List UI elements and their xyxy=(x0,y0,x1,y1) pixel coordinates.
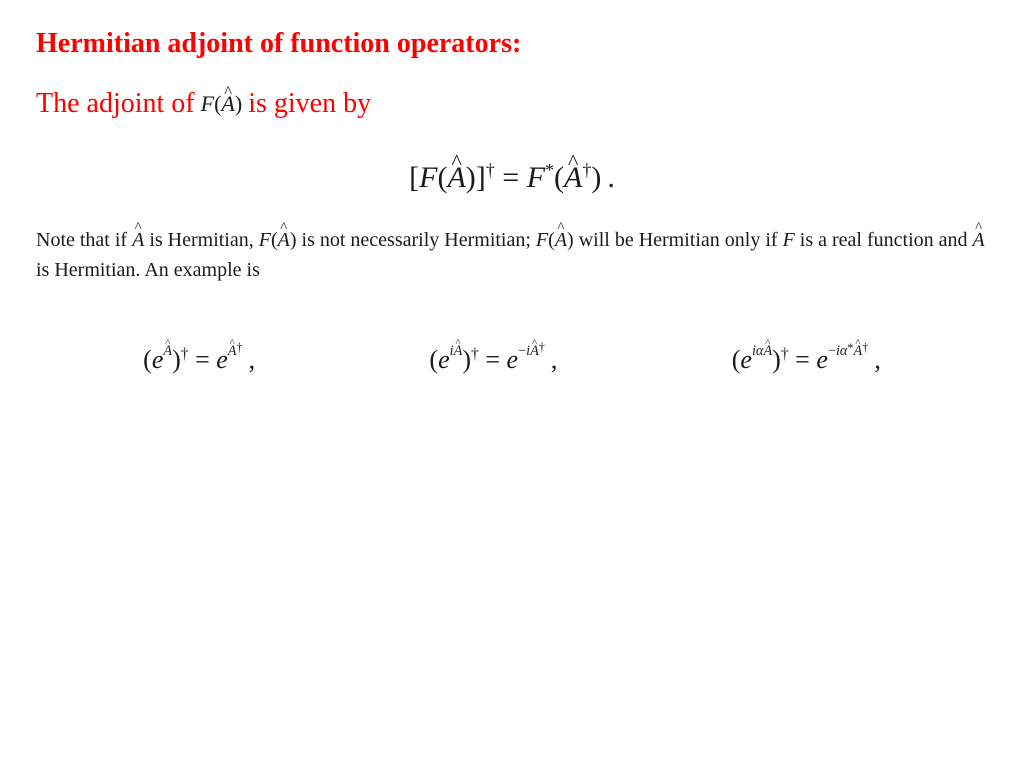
subtitle-post: is given by xyxy=(248,88,371,120)
note-paragraph: Note that if A is Hermitian, F(A) is not… xyxy=(36,225,988,285)
page-title: Hermitian adjoint of function operators: xyxy=(36,28,988,60)
subtitle-line: The adjoint of F(A) is given by xyxy=(36,88,988,120)
note-t6: is Hermitian. An example is xyxy=(36,259,260,281)
subtitle-expr: F(A) xyxy=(201,91,243,117)
note-t2: is Hermitian, xyxy=(144,229,258,251)
note-t4: will be Hermitian only if xyxy=(574,229,783,251)
examples-row: (eA)† = eA†, (eiA)† = e−iA†, (eiαA)† = e… xyxy=(36,345,988,375)
note-t1: Note that if xyxy=(36,229,132,251)
example-3: (eiαA)† = e−iα*A†, xyxy=(732,345,881,375)
example-1: (eA)† = eA†, xyxy=(143,345,255,375)
subtitle-pre: The adjoint of xyxy=(36,88,195,120)
example-2: (eiA)† = e−iA†, xyxy=(429,345,557,375)
main-equation: [F(A)]† = F*(A†). xyxy=(36,160,988,195)
note-t3: is not necessarily Hermitian; xyxy=(297,229,536,251)
note-t5: is a real function and xyxy=(795,229,973,251)
